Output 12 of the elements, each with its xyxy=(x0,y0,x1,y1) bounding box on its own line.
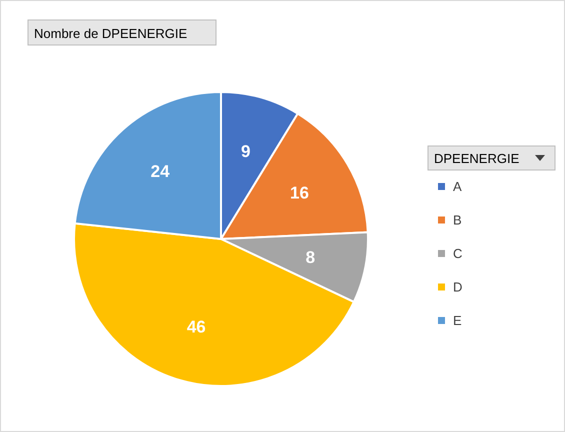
data-label: 16 xyxy=(290,184,309,203)
data-label: 8 xyxy=(306,248,316,267)
legend-title: DPEENERGIE xyxy=(434,151,520,166)
data-label: 24 xyxy=(150,162,170,182)
legend-label: C xyxy=(453,246,462,261)
legend-label: E xyxy=(453,313,462,328)
chart-title: Nombre de DPEENERGIE xyxy=(34,26,188,41)
data-label: 9 xyxy=(240,142,250,162)
legend-label: A xyxy=(453,179,462,194)
legend-label: B xyxy=(453,212,462,228)
legend-label: D xyxy=(453,280,462,294)
data-label: 46 xyxy=(186,318,206,337)
